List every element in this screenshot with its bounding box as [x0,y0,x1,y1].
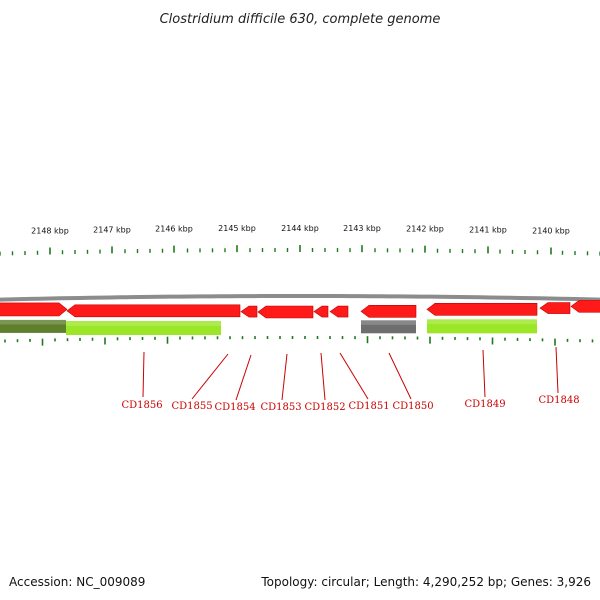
cds-bar-highlight [361,320,416,325]
accession-text: Accession: NC_009089 [9,575,145,589]
gene-label-leader [281,353,288,401]
cds-bar [66,320,221,335]
cds-bar-highlight [0,319,66,325]
gene-label: CD1855 [171,401,212,412]
gene-arrow [0,302,68,317]
gene-label-leader [339,352,369,400]
scale-label: 2146 kbp [155,225,193,234]
gene-label-leader [555,346,559,394]
gene-arrow [313,305,329,318]
scale-label: 2141 kbp [469,225,507,234]
cds-bar [361,320,416,334]
gene-label: CD1849 [464,399,505,410]
gene-arrow [360,305,417,318]
cds-bar-highlight [427,319,537,325]
gene-arrow [329,305,349,318]
gene-arrow [257,305,314,319]
scale-label: 2142 kbp [406,225,444,234]
gene-label-leader [235,354,252,401]
gene-label: CD1854 [214,402,255,413]
scale-label: 2147 kbp [93,225,131,234]
scale-label: 2143 kbp [343,224,381,233]
inner-tick-ring [4,336,594,346]
gene-arrow [570,300,600,313]
gene-label-leader [320,352,326,401]
backbone-ring [0,294,600,302]
scale-label: 2145 kbp [218,224,256,233]
gene-label: CD1852 [304,402,345,413]
cds-bar-highlight [66,320,221,326]
gene-arrow [426,303,538,316]
gene-label-leader [142,351,145,398]
genome-title: Clostridium difficile 630, complete geno… [160,12,441,27]
gene-label-leader [388,352,412,400]
gene-arrow [240,305,258,318]
gene-label: CD1853 [260,402,301,413]
genome-stats-text: Topology: circular; Length: 4,290,252 bp… [260,575,591,589]
gene-label-leader [191,353,229,400]
scale-label: 2148 kbp [31,227,69,236]
cds-bar [427,319,537,334]
scale-axis: 2148 kbp 2147 kbp 2146 kbp 2145 kbp 2144 kbp… [0,224,600,256]
scale-label: 2140 kbp [532,227,570,236]
gene-arrow [539,302,571,314]
feature-track [0,300,600,335]
gene-label: CD1856 [121,400,162,411]
cds-bar [0,319,66,333]
gene-label-group: CD1856 CD1855 CD1854 CD1853 CD1852 CD1851 CD18… [121,346,580,413]
gene-arrow [66,304,241,318]
gene-label: CD1851 [348,401,389,412]
gene-label: CD1848 [538,395,579,406]
gene-label: CD1850 [392,401,433,412]
gene-label-leader [482,349,486,398]
scale-label: 2144 kbp [281,224,319,233]
